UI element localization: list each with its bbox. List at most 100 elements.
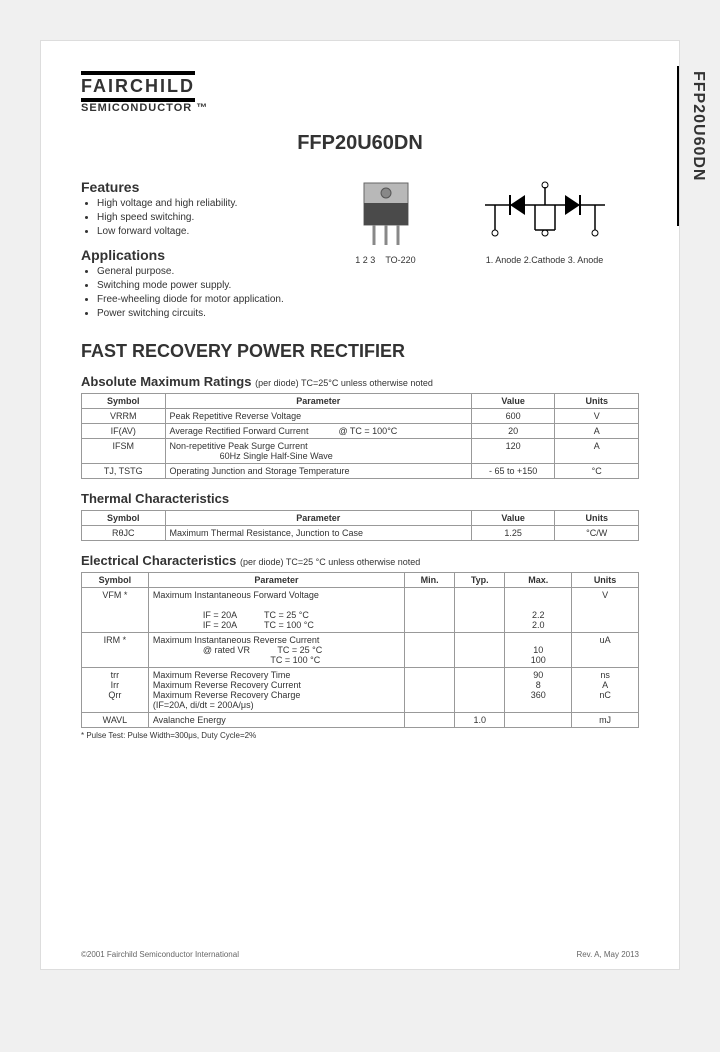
table-row: VRRMPeak Repetitive Reverse Voltage600V — [82, 409, 639, 424]
features-list: High voltage and high reliability.High s… — [97, 197, 301, 239]
table-header: Parameter — [148, 573, 404, 588]
package-pins: 1 2 3 — [355, 255, 375, 265]
table-header: Min. — [405, 573, 455, 588]
table-cell: Operating Junction and Storage Temperatu… — [165, 464, 471, 479]
table-cell — [455, 588, 505, 633]
page-footer: ©2001 Fairchild Semiconductor Internatio… — [81, 950, 639, 959]
package-type: TO-220 — [385, 255, 415, 265]
diode-schematic-icon — [475, 175, 615, 255]
table-cell: Maximum Reverse Recovery Time Maximum Re… — [148, 668, 404, 713]
table-cell: RθJC — [82, 526, 166, 541]
table-header: Units — [555, 511, 639, 526]
table-cell: WAVL — [82, 713, 149, 728]
applications-heading: Applications — [81, 247, 301, 263]
table-header: Symbol — [82, 394, 166, 409]
table-cell: VRRM — [82, 409, 166, 424]
side-rule — [677, 66, 679, 226]
to220-icon — [346, 175, 426, 255]
table-cell: Maximum Instantaneous Reverse Current @ … — [148, 633, 404, 668]
table-cell: IF(AV) — [82, 424, 166, 439]
pinout-labels: 1. Anode 2.Cathode 3. Anode — [475, 255, 615, 265]
table-header: Typ. — [455, 573, 505, 588]
table-cell: 600 — [471, 409, 555, 424]
table-cell: 1.0 — [455, 713, 505, 728]
table-cell — [405, 713, 455, 728]
table-cell: TJ, TSTG — [82, 464, 166, 479]
footer-revision: Rev. A, May 2013 — [576, 950, 639, 959]
thermal-title: Thermal Characteristics — [81, 491, 639, 506]
table-cell: Maximum Thermal Resistance, Junction to … — [165, 526, 471, 541]
table-cell: Average Rectified Forward Current @ TC =… — [165, 424, 471, 439]
table-cell: 20 — [471, 424, 555, 439]
table-cell: VFM * — [82, 588, 149, 633]
package-diagram-area: 1 2 3 TO-220 — [321, 175, 639, 265]
table-cell: Maximum Instantaneous Forward Voltage IF… — [148, 588, 404, 633]
table-row: RθJCMaximum Thermal Resistance, Junction… — [82, 526, 639, 541]
table-cell — [455, 668, 505, 713]
list-item: Low forward voltage. — [97, 225, 301, 239]
table-cell: Peak Repetitive Reverse Voltage — [165, 409, 471, 424]
table-header: Symbol — [82, 573, 149, 588]
list-item: Free-wheeling diode for motor applicatio… — [97, 293, 301, 307]
table-cell: 1.25 — [471, 526, 555, 541]
table-cell: °C — [555, 464, 639, 479]
abs-max-table: SymbolParameterValueUnitsVRRMPeak Repeti… — [81, 393, 639, 479]
logo-subtitle: SEMICONDUCTOR ™ — [81, 102, 639, 114]
applications-list: General purpose.Switching mode power sup… — [97, 265, 301, 321]
table-header: Value — [471, 511, 555, 526]
package-drawing: 1 2 3 TO-220 — [346, 175, 426, 265]
table-row: TJ, TSTGOperating Junction and Storage T… — [82, 464, 639, 479]
table-header: Parameter — [165, 394, 471, 409]
category-title: FAST RECOVERY POWER RECTIFIER — [81, 341, 639, 362]
part-number-title: FFP20U60DN — [81, 132, 639, 155]
abs-max-title-text: Absolute Maximum Ratings — [81, 374, 251, 389]
table-cell: trr Irr Qrr — [82, 668, 149, 713]
table-cell: V — [572, 588, 639, 633]
electrical-title: Electrical Characteristics (per diode) T… — [81, 553, 639, 568]
table-row: IRM *Maximum Instantaneous Reverse Curre… — [82, 633, 639, 668]
table-row: WAVLAvalanche Energy1.0mJ — [82, 713, 639, 728]
table-header: Units — [572, 573, 639, 588]
datasheet-page: FFP20U60DN FAIRCHILD SEMICONDUCTOR ™ FFP… — [40, 40, 680, 970]
table-row: trr Irr QrrMaximum Reverse Recovery Time… — [82, 668, 639, 713]
abs-max-title: Absolute Maximum Ratings (per diode) TC=… — [81, 374, 639, 389]
table-cell: °C/W — [555, 526, 639, 541]
thermal-table: SymbolParameterValueUnitsRθJCMaximum The… — [81, 510, 639, 541]
table-cell: uA — [572, 633, 639, 668]
features-heading: Features — [81, 179, 301, 195]
list-item: High voltage and high reliability. — [97, 197, 301, 211]
table-header: Symbol — [82, 511, 166, 526]
top-section: Features High voltage and high reliabili… — [81, 175, 639, 321]
table-cell: IRM * — [82, 633, 149, 668]
table-cell — [405, 588, 455, 633]
electrical-footnote: * Pulse Test: Pulse Width=300μs, Duty Cy… — [81, 731, 639, 740]
table-cell: 120 — [471, 439, 555, 464]
table-cell: - 65 to +150 — [471, 464, 555, 479]
list-item: General purpose. — [97, 265, 301, 279]
table-row: IFSMNon-repetitive Peak Surge Current 60… — [82, 439, 639, 464]
table-header: Value — [471, 394, 555, 409]
table-cell — [405, 633, 455, 668]
table-cell: 10 100 — [505, 633, 572, 668]
table-cell: 90 8 360 — [505, 668, 572, 713]
table-cell: 2.2 2.0 — [505, 588, 572, 633]
table-header: Max. — [505, 573, 572, 588]
table-cell: V — [555, 409, 639, 424]
logo-name: FAIRCHILD — [81, 71, 195, 102]
table-cell: A — [555, 424, 639, 439]
company-logo: FAIRCHILD SEMICONDUCTOR ™ — [81, 71, 639, 114]
table-cell: ns A nC — [572, 668, 639, 713]
table-cell — [405, 668, 455, 713]
table-cell: A — [555, 439, 639, 464]
list-item: Switching mode power supply. — [97, 279, 301, 293]
table-header: Units — [555, 394, 639, 409]
table-cell — [455, 633, 505, 668]
table-header: Parameter — [165, 511, 471, 526]
electrical-note: (per diode) TC=25 °C unless otherwise no… — [240, 557, 420, 567]
schematic-drawing: 1. Anode 2.Cathode 3. Anode — [475, 175, 615, 265]
table-row: VFM *Maximum Instantaneous Forward Volta… — [82, 588, 639, 633]
table-cell: IFSM — [82, 439, 166, 464]
list-item: High speed switching. — [97, 211, 301, 225]
table-cell: Non-repetitive Peak Surge Current 60Hz S… — [165, 439, 471, 464]
electrical-table: SymbolParameterMin.Typ.Max.UnitsVFM *Max… — [81, 572, 639, 728]
